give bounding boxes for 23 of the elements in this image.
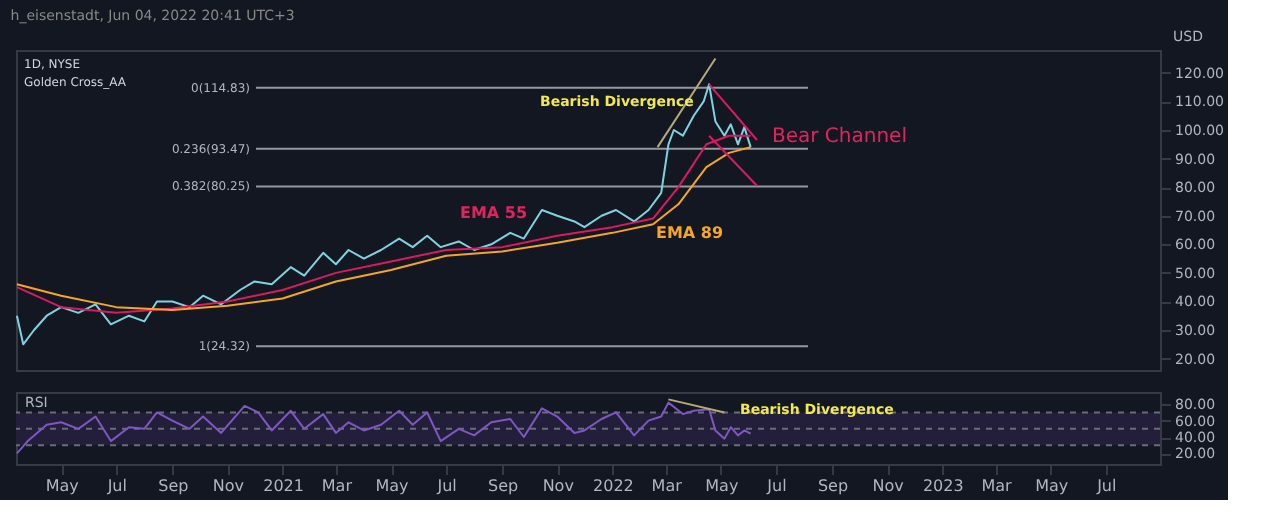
x-tick-label: Sep [158,477,189,495]
x-tick-label: Jul [435,477,457,495]
x-tick-label: Sep [488,477,519,495]
x-tick-label: 2023 [922,477,964,495]
x-tick-label: May [705,477,739,495]
x-tick-label: Jul [1095,477,1117,495]
x-tick-label: Jul [765,477,787,495]
x-tick-label: Jul [105,477,127,495]
x-tick-label: Mar [981,477,1014,495]
x-tick-label: Mar [321,477,354,495]
x-tick-label: Mar [651,477,684,495]
annotation: EMA 89 [656,224,724,242]
annotation: Bear Channel [772,126,907,148]
x-tick-label: May [1035,477,1069,495]
x-tick-label: 2021 [263,477,304,495]
x-tick-label: Nov [212,477,245,495]
x-tick-label: May [375,477,410,495]
x-tick-label: Sep [817,477,849,495]
x-tick-label: 2022 [593,477,634,495]
x-tick-label: May [45,477,80,495]
annotation: EMA 55 [460,204,528,222]
x-tick-label: Nov [542,477,575,495]
x-tick-label: Nov [872,477,905,495]
